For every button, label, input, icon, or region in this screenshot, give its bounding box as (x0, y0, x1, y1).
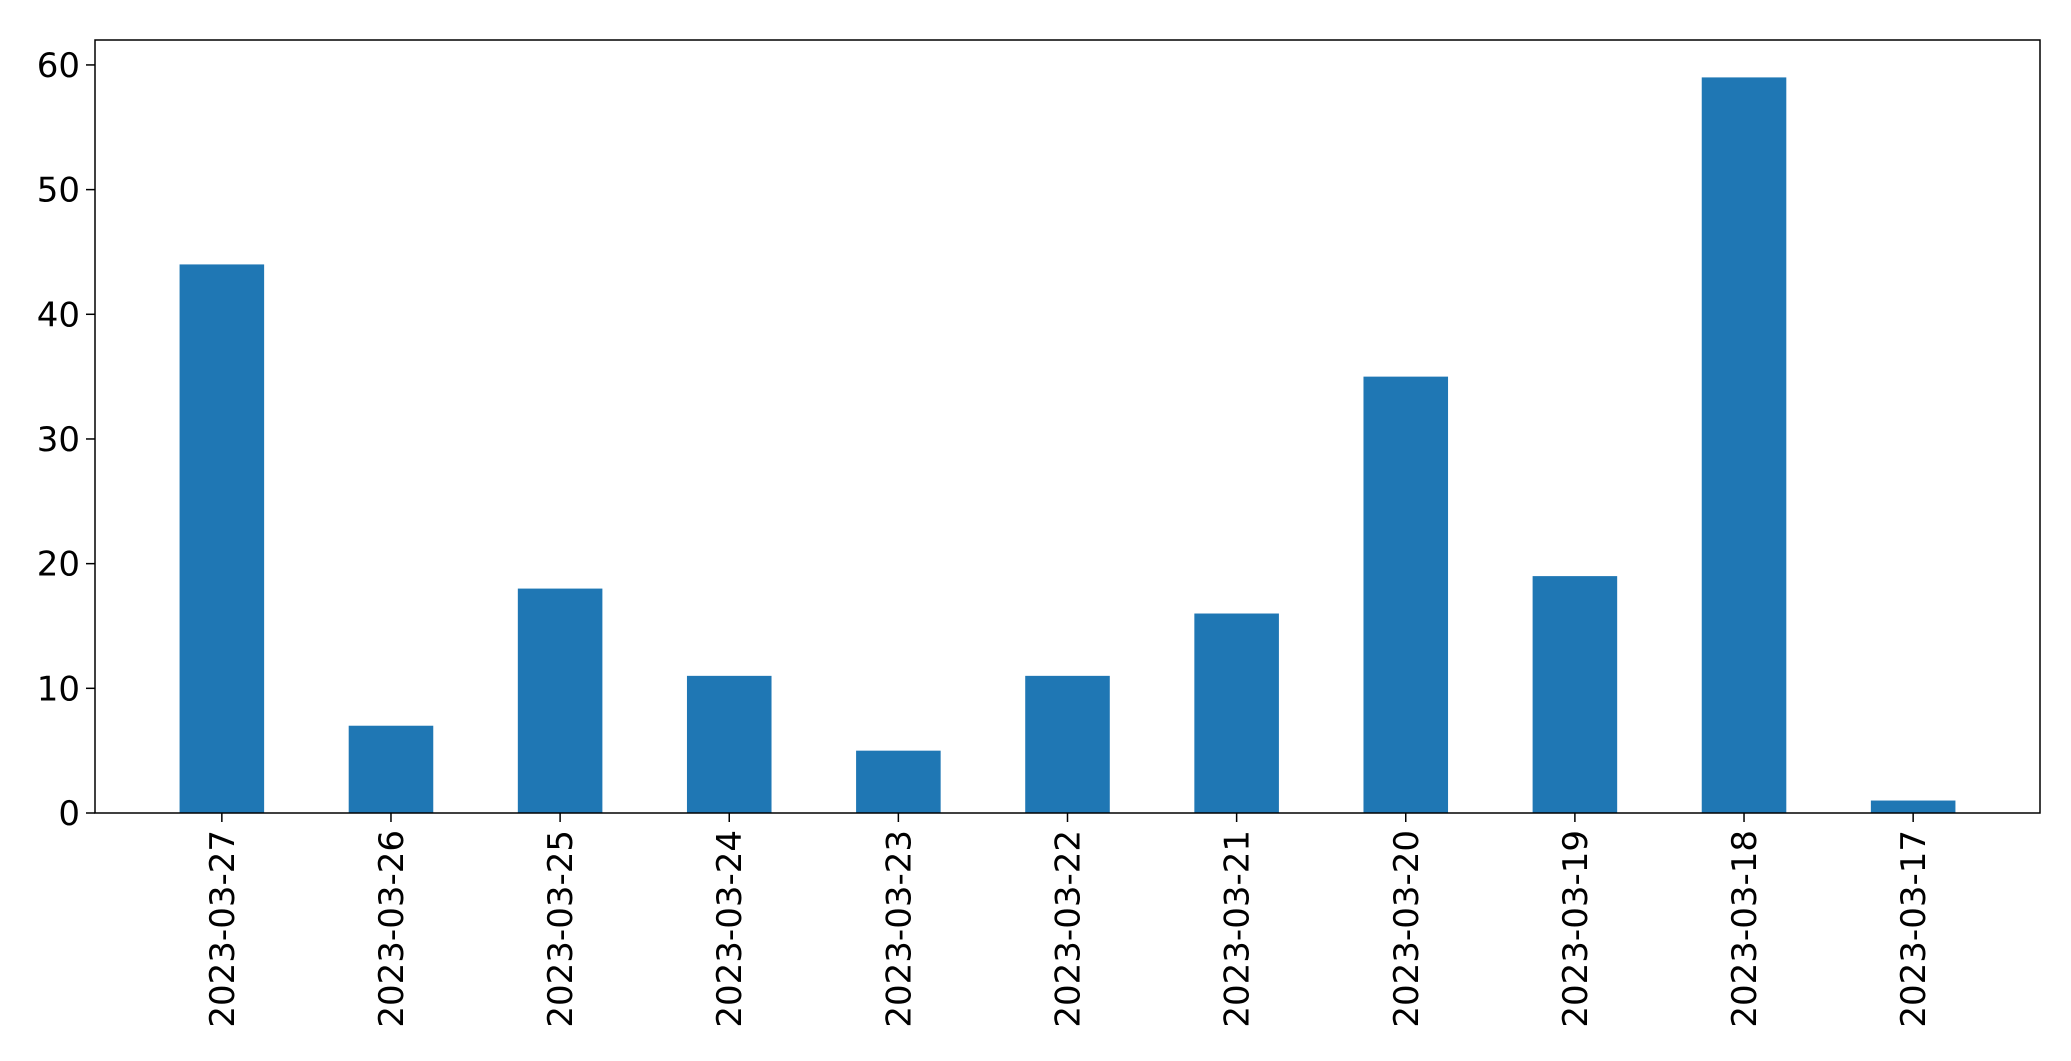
bar-2023-03-20 (1363, 376, 1449, 813)
bar-2023-03-18 (1701, 77, 1787, 814)
x-tick-label: 2023-03-24 (710, 830, 750, 1028)
x-tick-label: 2023-03-27 (203, 830, 243, 1028)
y-tick-label: 10 (37, 669, 80, 709)
bar-2023-03-21 (1194, 613, 1279, 813)
x-tick-label: 2023-03-23 (879, 830, 919, 1028)
y-tick-label: 30 (37, 420, 80, 460)
bar-2023-03-26 (348, 725, 434, 813)
bars-group (179, 77, 1956, 814)
bar-2023-03-27 (179, 264, 265, 814)
y-tick-label: 60 (37, 46, 80, 86)
bar-2023-03-22 (1025, 675, 1110, 813)
plot-frame (94, 39, 2041, 814)
x-tick-label: 2023-03-22 (1049, 830, 1089, 1028)
y-tick-label: 40 (37, 295, 80, 335)
y-tick-label: 50 (37, 171, 80, 211)
y-axis-ticks: 0 10 20 30 40 50 60 (37, 46, 95, 834)
y-tick-label: 20 (37, 545, 80, 585)
bar-2023-03-17 (1870, 800, 1956, 813)
x-tick-label: 2023-03-18 (1725, 830, 1765, 1028)
x-axis-ticks: 2023-03-27 2023-03-26 2023-03-25 2023-03-24… (203, 813, 1934, 1028)
bar-2023-03-25 (517, 588, 603, 813)
x-tick-label: 2023-03-19 (1556, 830, 1596, 1028)
bar-2023-03-19 (1532, 576, 1618, 813)
bar-2023-03-23 (856, 750, 941, 813)
x-tick-label: 2023-03-25 (541, 830, 581, 1028)
bar-2023-03-24 (686, 675, 772, 813)
x-tick-label: 2023-03-20 (1387, 830, 1427, 1028)
x-tick-label: 2023-03-21 (1218, 830, 1258, 1028)
x-tick-label: 2023-03-17 (1894, 830, 1934, 1028)
x-tick-label: 2023-03-26 (372, 830, 412, 1028)
y-tick-label: 0 (58, 794, 80, 834)
